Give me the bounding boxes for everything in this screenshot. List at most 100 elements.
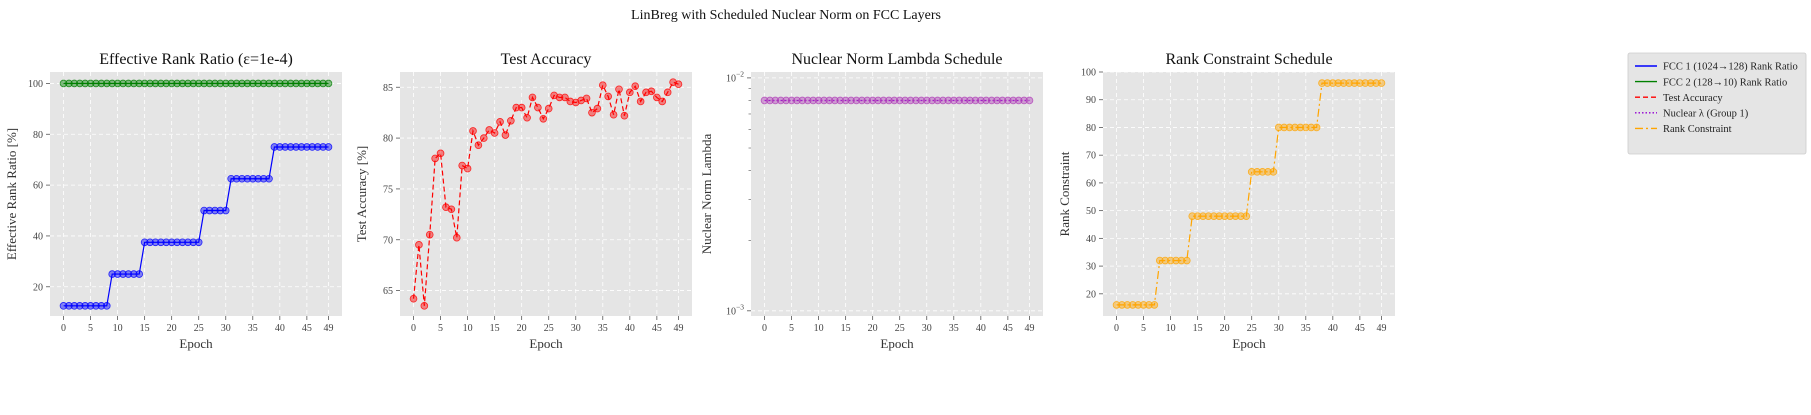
data-point	[81, 79, 89, 88]
data-point	[420, 302, 429, 310]
data-point	[987, 96, 996, 105]
data-point	[227, 79, 235, 88]
data-point	[1291, 123, 1299, 132]
data-point	[1296, 123, 1305, 132]
x-tick-label: 20	[517, 323, 527, 334]
data-point	[211, 79, 219, 88]
data-point	[1014, 96, 1023, 105]
chart-title: Rank Constraint Schedule	[1165, 51, 1332, 68]
data-point	[211, 206, 219, 215]
data-point	[313, 143, 322, 151]
data-point	[102, 302, 111, 310]
data-point	[97, 79, 106, 88]
data-point	[658, 97, 667, 106]
data-point	[140, 238, 149, 247]
data-point	[178, 79, 187, 88]
data-point	[232, 79, 241, 88]
data-point	[1210, 212, 1218, 220]
x-tick-label: 40	[625, 323, 635, 334]
legend-label: Nuclear λ (Group 1)	[1663, 109, 1749, 120]
y-tick-label: 50	[1086, 206, 1096, 217]
data-point	[303, 143, 311, 151]
data-point	[108, 79, 116, 88]
data-point	[852, 96, 861, 105]
data-point	[189, 238, 198, 247]
x-tick-label: 40	[1328, 323, 1338, 334]
data-point	[598, 81, 607, 90]
data-point	[292, 143, 300, 151]
data-point	[933, 96, 942, 105]
x-tick-label: 25	[1247, 323, 1257, 334]
legend-label: FCC 2 (128→10) Rank Ratio	[1663, 77, 1787, 88]
data-point	[146, 238, 154, 247]
data-point	[1345, 79, 1353, 87]
data-point	[92, 302, 100, 310]
data-point	[922, 96, 931, 105]
data-point	[205, 206, 214, 215]
data-point	[895, 96, 904, 105]
x-tick-label: 5	[789, 323, 794, 334]
y-axis-label: Rank Constraint	[1057, 151, 1072, 236]
data-point	[561, 93, 569, 102]
x-axis-label: Epoch	[529, 336, 563, 351]
data-point	[507, 117, 515, 125]
data-point	[1366, 79, 1375, 87]
data-point	[955, 96, 963, 105]
legend-item: FCC 2 (128→10) Rank Ratio	[1635, 77, 1787, 88]
data-point	[108, 270, 116, 278]
data-point	[885, 96, 893, 105]
y-tick-label: 20	[33, 282, 43, 293]
data-point	[238, 174, 246, 183]
data-point	[1372, 79, 1380, 87]
data-point	[615, 85, 623, 94]
data-point	[517, 103, 526, 112]
data-point	[313, 79, 322, 88]
data-point	[1318, 79, 1326, 87]
data-point	[178, 238, 187, 247]
data-point	[59, 302, 68, 310]
data-point	[1285, 123, 1294, 132]
data-point	[928, 96, 936, 105]
data-point	[901, 96, 909, 105]
subplots: Effective Rank Ratio (ε=1e-4) 0 5 10 15 20 25 3…	[4, 51, 1395, 351]
data-point	[425, 230, 434, 239]
data-point	[308, 143, 317, 151]
x-tick-label: 45	[652, 323, 662, 334]
data-point	[1226, 212, 1234, 220]
y-tick-exponent: −3	[736, 302, 744, 311]
x-tick-label: 20	[1220, 323, 1230, 334]
data-point	[609, 110, 618, 119]
data-point	[75, 79, 84, 88]
x-tick-label: 0	[762, 323, 767, 334]
data-point	[308, 79, 317, 88]
data-point	[1199, 212, 1207, 220]
y-tick-label: 70	[1086, 151, 1096, 162]
chart-title: Effective Rank Ratio (ε=1e-4)	[99, 51, 293, 68]
y-tick-label: 85	[383, 83, 393, 94]
data-point	[1237, 212, 1245, 220]
y-tick-label: 65	[383, 286, 393, 297]
data-point	[539, 114, 548, 123]
x-tick-label: 40	[976, 323, 986, 334]
data-point	[820, 96, 828, 105]
series-2	[59, 79, 333, 88]
chart-title: Nuclear Norm Lambda Schedule	[791, 51, 1002, 68]
series-1	[1112, 79, 1386, 309]
legend-item: FCC 1 (1024→128) Rank Ratio	[1635, 62, 1798, 73]
data-point	[173, 79, 181, 88]
data-point	[620, 111, 629, 120]
data-point	[966, 96, 974, 105]
data-point	[276, 143, 284, 151]
data-point	[879, 96, 888, 105]
data-point	[281, 143, 290, 151]
y-tick-label: 100	[1081, 68, 1096, 79]
y-tick-label: 20	[1086, 289, 1096, 300]
data-point	[993, 96, 1001, 105]
data-point	[626, 88, 634, 97]
legend-label: Test Accuracy	[1663, 93, 1723, 104]
data-point	[1231, 212, 1240, 220]
x-tick-label: 45	[302, 323, 312, 334]
legend-label: FCC 1 (1024→128) Rank Ratio	[1663, 62, 1798, 73]
data-point	[157, 79, 165, 88]
data-point	[1183, 256, 1191, 265]
